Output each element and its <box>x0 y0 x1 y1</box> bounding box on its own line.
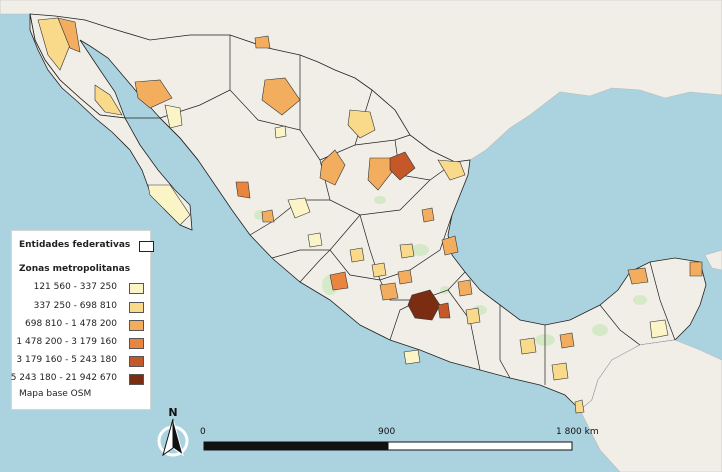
metro-zone <box>371 262 387 278</box>
metro-zone <box>421 207 435 223</box>
metro-zone <box>689 261 703 277</box>
central-america-land <box>579 339 722 472</box>
legend-class-label: 121 560 - 337 250 <box>33 282 117 292</box>
metro-zone <box>319 149 346 186</box>
metro-zone <box>94 84 123 116</box>
metro-zone <box>437 302 451 319</box>
north-arrow-icon: N <box>157 406 189 457</box>
metro-zone <box>37 17 71 71</box>
metro-zone <box>389 151 416 181</box>
metro-zone <box>349 247 365 263</box>
metro-zone <box>559 332 575 349</box>
cuba <box>704 249 722 271</box>
metro-zone <box>457 279 473 297</box>
metro-zone <box>235 181 251 199</box>
metro-zone <box>379 282 399 301</box>
scale-label-start: 0 <box>200 427 206 437</box>
metro-zone <box>649 319 669 339</box>
mexico-mainland <box>29 13 707 411</box>
legend-class-label: 337 250 - 698 810 <box>33 301 117 311</box>
legend-class-swatch <box>129 338 144 349</box>
metro-zone <box>134 79 173 109</box>
metro-zones <box>37 17 703 414</box>
legend-states-swatch <box>139 241 154 252</box>
metro-zone <box>403 349 421 365</box>
legend-class-swatch <box>129 283 144 294</box>
metro-zone <box>407 289 441 321</box>
metro-zone <box>57 17 81 53</box>
metro-zone <box>399 243 415 259</box>
legend-class-label: 3 179 160 - 5 243 180 <box>16 355 117 365</box>
metro-zone <box>347 109 376 139</box>
metro-zone <box>164 104 183 129</box>
metro-zone <box>261 77 301 116</box>
metro-zone <box>329 271 349 291</box>
legend-class-label: 1 478 200 - 3 179 160 <box>16 337 117 347</box>
legend-basemap-note: Mapa base OSM <box>19 389 92 399</box>
scale-label-mid: 900 <box>378 427 396 437</box>
metro-zone <box>307 232 323 248</box>
metro-zone <box>574 399 585 414</box>
metro-zone <box>437 159 466 181</box>
metro-zone <box>551 362 569 381</box>
metro-zone <box>465 307 481 325</box>
metro-zone <box>397 269 413 285</box>
scale-label-end: 1 800 km <box>556 427 599 437</box>
metro-zone <box>367 157 393 191</box>
metro-zone <box>147 184 191 226</box>
legend-class-swatch <box>129 320 144 331</box>
legend-class-swatch <box>129 356 144 367</box>
scale-bar <box>203 441 573 451</box>
metro-zone <box>441 235 459 256</box>
legend-class-label: 5 243 180 - 21 942 670 <box>10 373 117 383</box>
metro-zone <box>274 125 287 139</box>
metro-zone <box>254 35 271 49</box>
legend-class-label: 698 810 - 1 478 200 <box>25 319 117 329</box>
metro-zone <box>519 337 537 355</box>
legend-class-swatch <box>129 302 144 313</box>
legend-zones-title: Zonas metropolitanas <box>19 264 131 274</box>
legend-class-swatch <box>129 374 144 385</box>
legend-states-title: Entidades federativas <box>19 240 131 250</box>
metro-zone <box>627 267 649 285</box>
map-legend: Entidades federativas Zonas metropolitan… <box>10 230 154 410</box>
metro-zone <box>287 197 311 219</box>
metro-zone <box>261 209 275 223</box>
north-letter: N <box>168 406 177 419</box>
